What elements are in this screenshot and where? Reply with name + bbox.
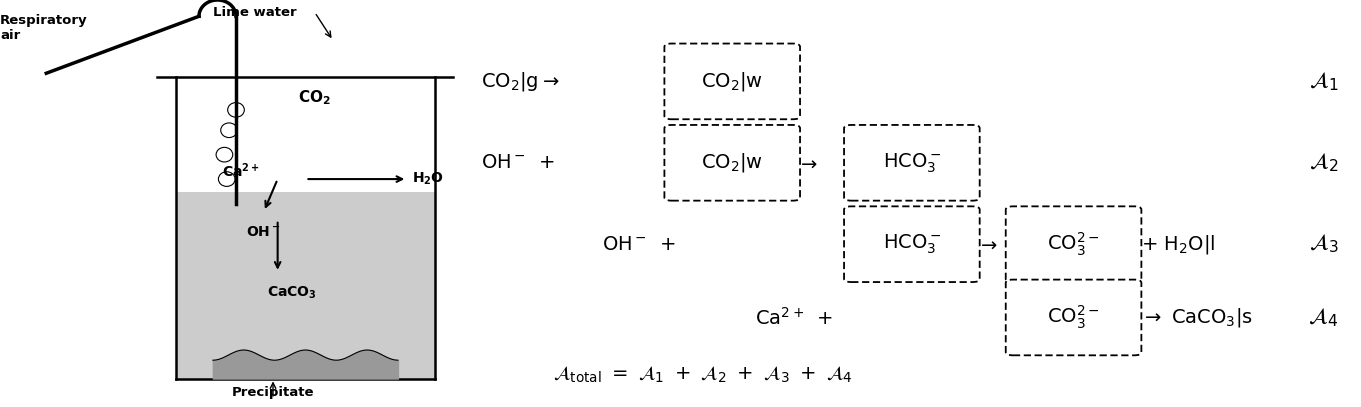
Polygon shape xyxy=(176,192,436,379)
Text: $\mathbf{H_2O}$: $\mathbf{H_2O}$ xyxy=(412,171,444,187)
Text: $+\ \mathrm{H_2O|l}$: $+\ \mathrm{H_2O|l}$ xyxy=(1142,233,1215,256)
Circle shape xyxy=(218,172,235,186)
FancyBboxPatch shape xyxy=(1006,206,1142,282)
Text: $\mathcal{A}_{2}$: $\mathcal{A}_{2}$ xyxy=(1309,151,1338,174)
Text: $\mathrm{CO_3^{2-}}$: $\mathrm{CO_3^{2-}}$ xyxy=(1048,304,1100,331)
Text: $\mathcal{A}_{4}$: $\mathcal{A}_{4}$ xyxy=(1308,306,1338,329)
Text: $\mathrm{Ca^{2+}\ +}$: $\mathrm{Ca^{2+}\ +}$ xyxy=(754,306,833,328)
Text: $\rightarrow$: $\rightarrow$ xyxy=(798,153,818,172)
FancyBboxPatch shape xyxy=(844,125,980,201)
Text: $\mathbf{CaCO_3}$: $\mathbf{CaCO_3}$ xyxy=(267,285,316,301)
Text: $\mathbf{OH^-}$: $\mathbf{OH^-}$ xyxy=(246,225,280,239)
Text: $\mathrm{HCO_3^-}$: $\mathrm{HCO_3^-}$ xyxy=(883,151,940,175)
FancyBboxPatch shape xyxy=(844,206,980,282)
Text: $\mathrm{CO_3^{2-}}$: $\mathrm{CO_3^{2-}}$ xyxy=(1048,230,1100,258)
FancyBboxPatch shape xyxy=(664,44,800,119)
Text: $\mathrm{HCO_3^-}$: $\mathrm{HCO_3^-}$ xyxy=(883,232,940,256)
Text: Lime water: Lime water xyxy=(212,6,297,19)
Text: $\mathcal{A}_{1}$: $\mathcal{A}_{1}$ xyxy=(1309,70,1338,93)
Circle shape xyxy=(227,103,245,117)
Text: $\mathbf{Ca^{2+}}$: $\mathbf{Ca^{2+}}$ xyxy=(222,162,260,180)
Circle shape xyxy=(216,147,233,162)
Circle shape xyxy=(220,123,237,138)
Text: $\mathcal{A}_{3}$: $\mathcal{A}_{3}$ xyxy=(1309,233,1338,256)
Text: $\mathrm{OH^-\ +}$: $\mathrm{OH^-\ +}$ xyxy=(602,235,676,254)
Text: $\mathbf{CO_2}$: $\mathbf{CO_2}$ xyxy=(298,88,331,107)
Text: $\mathrm{OH^-\ +}$: $\mathrm{OH^-\ +}$ xyxy=(480,153,555,172)
Text: Respiratory
air: Respiratory air xyxy=(0,15,87,42)
Text: $\mathrm{CO_2|w}$: $\mathrm{CO_2|w}$ xyxy=(701,151,764,174)
Text: $\mathcal{A}_{\mathrm{total}}\ =\ \mathcal{A}_1\ +\ \mathcal{A}_2\ +\ \mathcal{A: $\mathcal{A}_{\mathrm{total}}\ =\ \mathc… xyxy=(553,364,852,385)
Text: $\mathrm{CO_2|g} \rightarrow$: $\mathrm{CO_2|g} \rightarrow$ xyxy=(480,70,559,93)
FancyBboxPatch shape xyxy=(1006,280,1142,355)
Text: $\rightarrow$: $\rightarrow$ xyxy=(977,235,998,254)
Text: $\rightarrow\ \mathrm{CaCO_3|s}$: $\rightarrow\ \mathrm{CaCO_3|s}$ xyxy=(1142,306,1253,329)
FancyBboxPatch shape xyxy=(664,125,800,201)
Text: Precipitate: Precipitate xyxy=(231,386,314,399)
Text: $\mathrm{CO_2|w}$: $\mathrm{CO_2|w}$ xyxy=(701,70,764,93)
